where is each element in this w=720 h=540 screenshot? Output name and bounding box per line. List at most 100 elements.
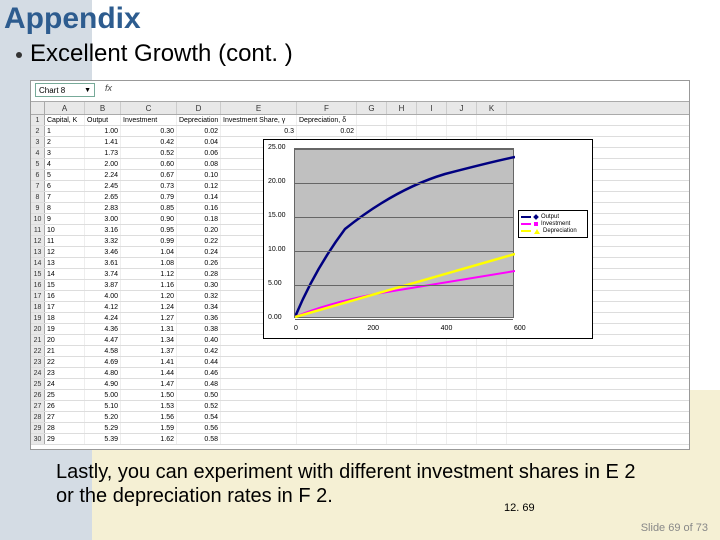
cell[interactable]: 25 — [45, 390, 85, 400]
cell[interactable] — [297, 346, 357, 356]
cell[interactable]: 3 — [45, 148, 85, 158]
cell[interactable] — [417, 357, 447, 367]
cell[interactable]: 4.00 — [85, 291, 121, 301]
cell[interactable]: 1.73 — [85, 148, 121, 158]
cell[interactable] — [447, 357, 477, 367]
cell[interactable]: 0.02 — [177, 126, 221, 136]
cell[interactable] — [447, 401, 477, 411]
cell[interactable] — [477, 412, 507, 422]
cell[interactable] — [447, 126, 477, 136]
cell[interactable] — [477, 434, 507, 444]
cell[interactable]: 2.65 — [85, 192, 121, 202]
cell[interactable]: 0.3 — [221, 126, 297, 136]
cell[interactable] — [417, 368, 447, 378]
cell[interactable]: 1.47 — [121, 379, 177, 389]
row-header[interactable]: 1 — [31, 115, 45, 125]
cell[interactable]: 1.31 — [121, 324, 177, 334]
cell[interactable] — [477, 346, 507, 356]
cell[interactable]: 5.39 — [85, 434, 121, 444]
cell[interactable]: 1 — [45, 126, 85, 136]
cell[interactable]: 23 — [45, 368, 85, 378]
cell[interactable] — [357, 434, 387, 444]
cell[interactable]: 21 — [45, 346, 85, 356]
cell[interactable]: 1.56 — [121, 412, 177, 422]
cell[interactable] — [447, 368, 477, 378]
cell[interactable]: 0.48 — [177, 379, 221, 389]
cell[interactable] — [357, 115, 387, 125]
column-header[interactable]: H — [387, 102, 417, 114]
cell[interactable]: 0.04 — [177, 137, 221, 147]
cell[interactable]: 0.24 — [177, 247, 221, 257]
cell[interactable]: 2.83 — [85, 203, 121, 213]
cell[interactable] — [387, 434, 417, 444]
cell[interactable]: 5.10 — [85, 401, 121, 411]
row-header[interactable]: 7 — [31, 181, 45, 191]
cell[interactable]: 1.20 — [121, 291, 177, 301]
row-header[interactable]: 14 — [31, 258, 45, 268]
cell[interactable]: 0.52 — [121, 148, 177, 158]
cell[interactable]: 17 — [45, 302, 85, 312]
row-header[interactable]: 11 — [31, 225, 45, 235]
cell[interactable]: 3.32 — [85, 236, 121, 246]
row-header[interactable]: 10 — [31, 214, 45, 224]
cell[interactable]: Investment — [121, 115, 177, 125]
cell[interactable]: 1.41 — [85, 137, 121, 147]
cell[interactable]: 6 — [45, 181, 85, 191]
column-header[interactable]: B — [85, 102, 121, 114]
cell[interactable] — [387, 126, 417, 136]
cell[interactable]: 0.42 — [121, 137, 177, 147]
row-header[interactable]: 5 — [31, 159, 45, 169]
cell[interactable]: 0.73 — [121, 181, 177, 191]
row-header[interactable]: 26 — [31, 390, 45, 400]
cell[interactable]: 0.44 — [177, 357, 221, 367]
cell[interactable] — [387, 401, 417, 411]
cell[interactable]: 0.58 — [177, 434, 221, 444]
cell[interactable]: 0.18 — [177, 214, 221, 224]
cell[interactable] — [387, 423, 417, 433]
row-header[interactable]: 24 — [31, 368, 45, 378]
cell[interactable] — [297, 412, 357, 422]
cell[interactable] — [477, 115, 507, 125]
row-header[interactable]: 16 — [31, 280, 45, 290]
cell[interactable]: 4.58 — [85, 346, 121, 356]
cell[interactable] — [387, 115, 417, 125]
cell[interactable]: 1.16 — [121, 280, 177, 290]
cell[interactable] — [387, 379, 417, 389]
cell[interactable] — [297, 379, 357, 389]
cell[interactable]: 0.60 — [121, 159, 177, 169]
cell[interactable]: 1.04 — [121, 247, 177, 257]
cell[interactable]: 3.16 — [85, 225, 121, 235]
cell[interactable] — [357, 423, 387, 433]
cell[interactable]: 7 — [45, 192, 85, 202]
cell[interactable] — [447, 434, 477, 444]
cell[interactable] — [447, 390, 477, 400]
cell[interactable]: 0.34 — [177, 302, 221, 312]
cell[interactable] — [387, 412, 417, 422]
cell[interactable]: 4.47 — [85, 335, 121, 345]
cell[interactable]: 1.50 — [121, 390, 177, 400]
cell[interactable]: 4 — [45, 159, 85, 169]
cell[interactable] — [417, 346, 447, 356]
cell[interactable]: 1.00 — [85, 126, 121, 136]
cell[interactable]: 10 — [45, 225, 85, 235]
cell[interactable]: 3.61 — [85, 258, 121, 268]
cell[interactable]: 12 — [45, 247, 85, 257]
name-box[interactable]: Chart 8 ▼ — [35, 83, 95, 97]
row-header[interactable]: 28 — [31, 412, 45, 422]
cell[interactable]: 0.85 — [121, 203, 177, 213]
column-header[interactable]: A — [45, 102, 85, 114]
cell[interactable] — [357, 401, 387, 411]
cell[interactable]: 0.50 — [177, 390, 221, 400]
cell[interactable]: 0.08 — [177, 159, 221, 169]
cell[interactable]: 1.27 — [121, 313, 177, 323]
cell[interactable]: 1.12 — [121, 269, 177, 279]
cell[interactable]: 0.42 — [177, 346, 221, 356]
cell[interactable]: 2.00 — [85, 159, 121, 169]
column-header[interactable]: D — [177, 102, 221, 114]
row-header[interactable]: 21 — [31, 335, 45, 345]
cell[interactable]: 4.69 — [85, 357, 121, 367]
cell[interactable]: 13 — [45, 258, 85, 268]
cell[interactable] — [417, 390, 447, 400]
cell[interactable] — [221, 357, 297, 367]
cell[interactable]: 0.14 — [177, 192, 221, 202]
